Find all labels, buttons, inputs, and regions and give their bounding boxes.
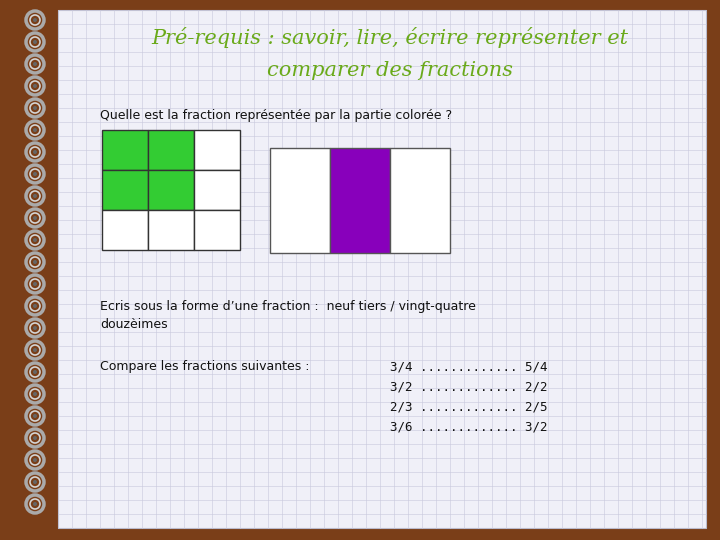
- Bar: [270, 148, 330, 253]
- Bar: [148, 210, 194, 250]
- Text: 3/2 ............. 2/2: 3/2 ............. 2/2: [390, 380, 547, 393]
- Text: Compare les fractions suivantes :: Compare les fractions suivantes :: [100, 360, 310, 373]
- Bar: [390, 148, 450, 253]
- Circle shape: [33, 414, 37, 418]
- Text: Quelle est la fraction représentée par la partie colorée ?: Quelle est la fraction représentée par l…: [100, 109, 452, 122]
- Circle shape: [33, 392, 37, 396]
- Text: 3/4 ............. 5/4: 3/4 ............. 5/4: [390, 360, 547, 373]
- Bar: [194, 170, 240, 210]
- Bar: [102, 170, 148, 210]
- Circle shape: [33, 436, 37, 440]
- Text: 2/3 ............. 2/5: 2/3 ............. 2/5: [390, 400, 547, 413]
- Circle shape: [33, 40, 37, 44]
- Circle shape: [33, 62, 37, 66]
- Bar: [102, 210, 148, 250]
- Bar: [194, 130, 240, 170]
- Text: Ecris sous la forme d’une fraction :  neuf tiers / vingt-quatre: Ecris sous la forme d’une fraction : neu…: [100, 300, 476, 313]
- Circle shape: [33, 282, 37, 286]
- Circle shape: [33, 172, 37, 176]
- Circle shape: [33, 260, 37, 264]
- Circle shape: [33, 326, 37, 330]
- Circle shape: [33, 194, 37, 198]
- Circle shape: [33, 216, 37, 220]
- Circle shape: [33, 480, 37, 484]
- Circle shape: [33, 84, 37, 88]
- Text: comparer des fractions: comparer des fractions: [267, 60, 513, 79]
- Text: 3/6 ............. 3/2: 3/6 ............. 3/2: [390, 420, 547, 433]
- Circle shape: [33, 348, 37, 352]
- Circle shape: [33, 502, 37, 506]
- Circle shape: [33, 304, 37, 308]
- Circle shape: [33, 150, 37, 154]
- Bar: [102, 130, 148, 170]
- Bar: [148, 130, 194, 170]
- Bar: [148, 170, 194, 210]
- Text: douzèimes: douzèimes: [100, 318, 168, 331]
- Circle shape: [33, 370, 37, 374]
- Circle shape: [33, 106, 37, 110]
- Circle shape: [33, 128, 37, 132]
- Circle shape: [33, 18, 37, 22]
- Bar: [194, 210, 240, 250]
- Circle shape: [33, 238, 37, 242]
- Text: Pré-requis : savoir, lire, écrire représenter et: Pré-requis : savoir, lire, écrire représ…: [151, 28, 629, 49]
- Circle shape: [33, 458, 37, 462]
- Bar: [330, 148, 390, 253]
